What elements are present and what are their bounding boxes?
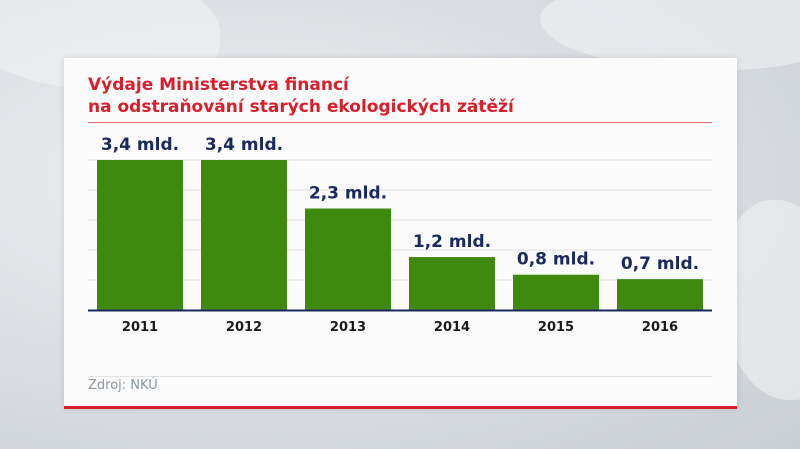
- source-divider: [88, 376, 712, 377]
- chart-card: Výdaje Ministerstva financí na odstraňov…: [64, 58, 737, 408]
- title-divider: [88, 122, 712, 123]
- bar-2013: [305, 208, 391, 310]
- source-note: Zdroj: NKÚ: [88, 378, 158, 393]
- data-label-2014: 1,2 mld.: [413, 232, 491, 252]
- bar-chart: 3,4 mld. 2011 3,4 mld. 2012 2,3 mld. 2013 1,2 …: [88, 135, 712, 335]
- x-tick-label-2015: 2015: [538, 320, 574, 335]
- chart-title-line-1: Výdaje Ministerstva financí: [88, 75, 349, 95]
- data-label-2013: 2,3 mld.: [309, 184, 387, 204]
- data-label-2016: 0,7 mld.: [621, 254, 699, 274]
- bar-2016: [617, 279, 703, 310]
- x-tick-label-2014: 2014: [434, 320, 470, 335]
- data-label-2012: 3,4 mld.: [205, 135, 283, 155]
- chart-title-line-2: na odstraňování starých ekologických zát…: [88, 97, 514, 117]
- x-tick-label-2012: 2012: [226, 320, 262, 335]
- card-bottom-accent: [64, 406, 737, 409]
- x-tick-label-2011: 2011: [122, 320, 158, 335]
- x-tick-label-2013: 2013: [330, 320, 366, 335]
- bar-2011: [97, 160, 183, 310]
- bar-2014: [409, 257, 495, 310]
- x-tick-label-2016: 2016: [642, 320, 678, 335]
- bar-2015: [513, 274, 599, 310]
- bar-2012: [201, 160, 287, 310]
- data-label-2015: 0,8 mld.: [517, 250, 595, 270]
- chart-title: Výdaje Ministerstva financí na odstraňov…: [88, 74, 514, 118]
- data-label-2011: 3,4 mld.: [101, 135, 179, 155]
